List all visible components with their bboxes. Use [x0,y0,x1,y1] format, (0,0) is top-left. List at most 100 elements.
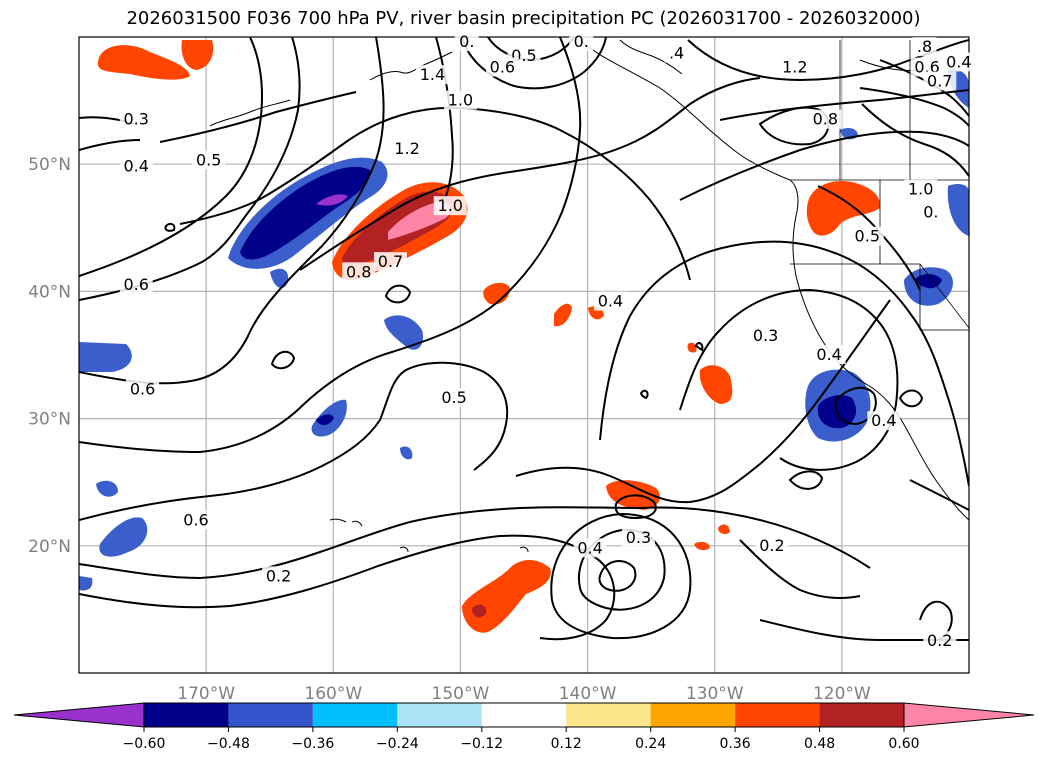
contour-label: 0.4 [816,345,841,364]
contour-label: 0.6 [183,510,208,529]
contour-label-bg [374,252,407,272]
contour-label-bg [621,528,655,548]
contour-label-bg [923,631,957,651]
contour-label: 0.5 [855,227,880,246]
contour-label-bg [923,71,957,91]
contour-label: 0.7 [378,252,403,271]
colorbar-frame [143,702,905,728]
colorbar-tick-label: −0.48 [207,736,250,752]
map-frame [78,36,970,674]
contour-label-bg [569,32,594,52]
longitude-labels: 170°W 160°W 150°W 140°W 130°W 120°W [177,684,871,704]
contour-label: 0.8 [813,110,838,129]
contour-label: .8 [917,37,932,56]
colorbar-tick-label: 0.24 [635,736,666,752]
contour-label-bg [126,379,160,399]
contour-label: 0.4 [871,411,896,430]
contour-label-bg [437,388,471,408]
colorbar-segment [566,703,651,727]
colorbar: −0.60 −0.48 −0.36 −0.24 −0.12 0.12 0.24 0.36 0.4… [13,702,1035,752]
lon-tick-label: 160°W [304,684,362,704]
colorbar-extend-max [903,702,1035,728]
contour-label-bg [749,325,783,345]
contour-label: 1.4 [420,65,445,84]
contour-label: 0.4 [598,292,623,311]
colorbar-segment [397,703,482,727]
contour-label: 0.2 [759,536,784,555]
contour-label-bg [119,275,153,295]
contour-label: 1.2 [782,58,807,77]
colorbar-tick-label: 0.48 [804,736,835,752]
map-title: 2026031500 F036 700 hPa PV, river basin … [126,8,921,29]
colorbar-tick-label: −0.24 [376,736,419,752]
contour-label: 0.3 [123,110,148,129]
contour-label-bg [912,37,937,57]
contour-label: 0.6 [123,275,148,294]
contour-label-bg [778,57,812,77]
colorbar-segment [819,703,904,727]
colorbar-tick-label: 0.12 [551,736,582,752]
lon-tick-label: 140°W [559,684,617,704]
lon-tick-label: 170°W [177,684,235,704]
lat-tick-label: 20°N [28,537,71,557]
contour-label-bg [664,43,689,63]
contour-label-bg [192,150,226,170]
contour-label: 0.3 [753,326,778,345]
colorbar-tick-label: 0.60 [888,736,919,752]
contour-label: 0.3 [626,528,651,547]
contour-label: 0.5 [196,150,221,169]
contour-label-bg [918,202,943,222]
contour-label-bg [485,57,519,77]
contour-label: 0.6 [490,58,515,77]
colorbar-segment [650,703,736,727]
lat-tick-label: 30°N [28,410,71,430]
lat-tick-label: 50°N [28,155,71,175]
contour-label: 0.4 [123,157,148,176]
contour-label-bg [454,32,479,52]
contour-label-bg [179,510,213,530]
contour-label-bg [904,179,938,199]
latitude-labels: 20°N 30°N 40°N 50°N [28,155,71,557]
contour-label: 1.0 [438,196,463,215]
contour-label-bg [812,345,846,364]
colorbar-tick-label: 0.36 [720,736,751,752]
contour-label-bg [808,109,842,129]
shade-negative-west-peak [316,194,348,206]
contour-label-bg [867,411,901,431]
contour-label: 1.0 [448,91,473,110]
contour-label-bg [262,566,296,586]
contour-label-bg [390,138,424,158]
colorbar-segment [144,703,229,727]
contour-label-bg [850,226,884,246]
contour-label: 0.7 [927,72,952,91]
contour-label: 0.4 [946,52,971,71]
contour-label: 0.2 [927,631,952,650]
lat-tick-label: 40°N [28,282,71,302]
contour-label: 0.2 [266,566,291,585]
contour-label: 0. [574,32,589,51]
contour-label: 0. [923,203,938,222]
lon-tick-label: 130°W [686,684,744,704]
contour-label: .4 [669,44,684,63]
contour-label-bg [593,291,627,311]
contour-label-bg [119,109,153,129]
contour-label-bg [573,538,607,558]
shade-negative-west-core [240,166,371,260]
colorbar-segment [735,703,820,727]
contour-label: 1.2 [394,139,419,158]
coastlines [209,39,969,553]
colorbar-tick-label: −0.36 [291,736,334,752]
contour-label-bg [342,262,376,282]
contour-label-bg [433,196,467,216]
colorbar-tick-label: −0.12 [460,736,503,752]
contour-label-bg [443,90,477,110]
contour-label: 0.4 [577,538,602,557]
lon-tick-label: 150°W [432,684,490,704]
contour-label: 0.8 [346,262,371,281]
colorbar-segment [481,703,567,727]
contour-label-bg [755,535,789,555]
contour-label: 1.0 [908,180,933,199]
colorbar-segment [228,703,313,727]
lon-tick-label: 120°W [813,684,871,704]
